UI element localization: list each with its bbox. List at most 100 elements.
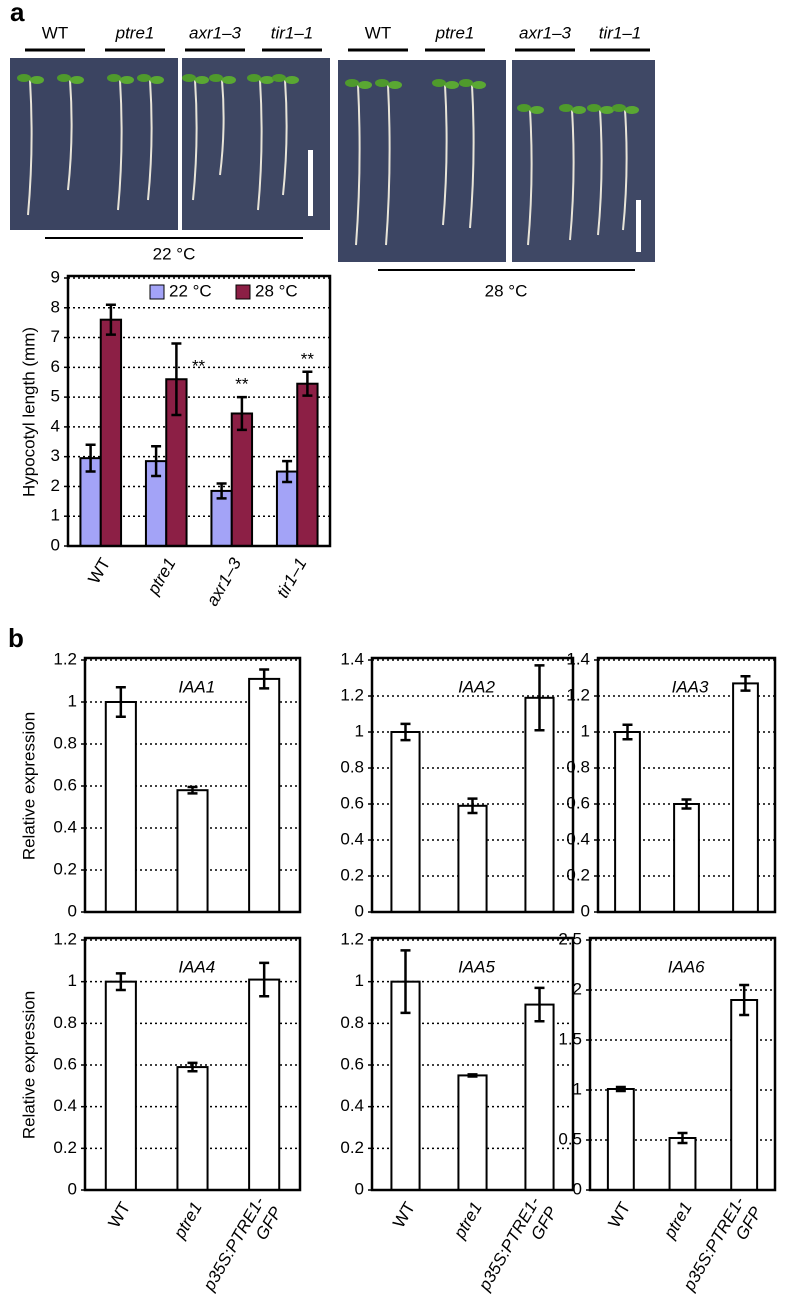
significance-label: ** (192, 357, 206, 376)
y-tick-label: 1 (68, 971, 77, 990)
photo (182, 58, 330, 230)
legend-label: 28 °C (255, 281, 298, 300)
y-tick-label: 1 (68, 691, 77, 710)
leaf (137, 74, 151, 82)
x-tick-label: ptre1 (170, 1199, 206, 1243)
bar (673, 803, 700, 913)
error-bar (740, 674, 751, 692)
y-tick-label: 0.4 (53, 1096, 77, 1115)
leaf (247, 74, 261, 82)
bar (524, 696, 555, 913)
y-tick-label: 0.8 (340, 1013, 364, 1032)
x-tick-label: WT (84, 555, 114, 587)
y-tick-label: 0.6 (566, 793, 590, 812)
bar (248, 677, 281, 914)
leaf (388, 81, 402, 89)
y-tick-label: 1.5 (558, 1029, 582, 1048)
error-bar (534, 664, 545, 732)
genotype-label: tir1–1 (599, 23, 642, 42)
y-tick-label: 0.8 (53, 1013, 77, 1032)
leaf (182, 74, 196, 82)
leaf (107, 74, 121, 82)
error-bar (105, 303, 116, 336)
error-bar (115, 972, 126, 992)
error-bar (259, 668, 270, 690)
leaf (345, 79, 359, 87)
bar (606, 1088, 635, 1191)
error-bar (302, 370, 313, 397)
seedling (527, 109, 533, 246)
seedling (117, 79, 123, 211)
error-bar (739, 983, 750, 1017)
seedling (469, 84, 475, 229)
error-bar (622, 723, 633, 741)
seedling (597, 109, 603, 236)
leaf (375, 79, 389, 87)
y-axis-label: Hypocotyl length (mm) (19, 327, 38, 497)
y-tick-label: 1 (581, 721, 590, 740)
y-tick-label: 1 (51, 506, 60, 525)
y-tick-label: 1 (355, 971, 364, 990)
y-tick-label: 0 (51, 535, 60, 554)
bar (296, 382, 319, 548)
legend-swatch (149, 284, 165, 300)
plot-frame (370, 656, 575, 914)
genotype-label: WT (42, 23, 68, 42)
y-tick-label: 1.2 (53, 929, 77, 948)
plot-frame (83, 936, 302, 1192)
x-tick-label: axr1–3 (203, 554, 246, 609)
leaf (260, 76, 274, 84)
y-tick-label: 0.4 (340, 829, 364, 848)
bar (390, 731, 421, 913)
seedling (282, 79, 288, 196)
bar (668, 1137, 697, 1191)
leaf (222, 76, 236, 84)
genotype-label: tir1–1 (271, 23, 314, 42)
chart-title: IAA5 (458, 957, 495, 976)
y-tick-label: 0.6 (340, 1054, 364, 1073)
x-tick-label: p35S:PTRE1-GFP (475, 1193, 562, 1305)
error-bar (400, 722, 411, 742)
plot-frame (370, 936, 575, 1192)
bar (248, 978, 281, 1191)
chart-title: IAA3 (672, 677, 709, 696)
seedling (385, 84, 391, 246)
bar (457, 804, 488, 913)
genotype-label: ptre1 (115, 23, 155, 42)
error-bar (467, 797, 478, 815)
bar (614, 731, 641, 913)
error-bar (187, 785, 198, 795)
seedling (147, 79, 153, 201)
y-tick-label: 4 (51, 416, 60, 435)
y-tick-label: 0.2 (53, 1138, 77, 1157)
y-tick-label: 0 (68, 1179, 77, 1198)
y-tick-label: 1.2 (566, 685, 590, 704)
leaf (600, 106, 614, 114)
seedling (67, 79, 73, 191)
leaf (459, 79, 473, 87)
leaf (517, 104, 531, 112)
seedling (27, 79, 33, 216)
legend-label: 22 °C (169, 281, 212, 300)
seedling (219, 79, 225, 176)
y-tick-label: 1 (573, 1079, 582, 1098)
y-tick-label: 0.8 (340, 757, 364, 776)
error-bar (615, 1085, 626, 1093)
y-tick-label: 0.2 (340, 1138, 364, 1157)
y-tick-label: 5 (51, 387, 60, 406)
significance-label: ** (301, 349, 315, 368)
y-tick-label: 0.6 (53, 1054, 77, 1073)
y-axis-label: Relative expression (19, 712, 38, 860)
photo (338, 60, 506, 262)
y-tick-label: 7 (51, 327, 60, 346)
y-tick-label: 1.2 (53, 649, 77, 668)
y-tick-label: 0 (573, 1179, 582, 1198)
bar (176, 789, 209, 914)
x-tick-label: WT (105, 1199, 135, 1231)
bar (230, 412, 254, 547)
y-tick-label: 0.4 (566, 829, 590, 848)
error-bar (115, 686, 126, 718)
x-tick-label: ptre1 (450, 1199, 486, 1243)
y-tick-label: 0.5 (558, 1129, 582, 1148)
error-bar (677, 1131, 688, 1145)
